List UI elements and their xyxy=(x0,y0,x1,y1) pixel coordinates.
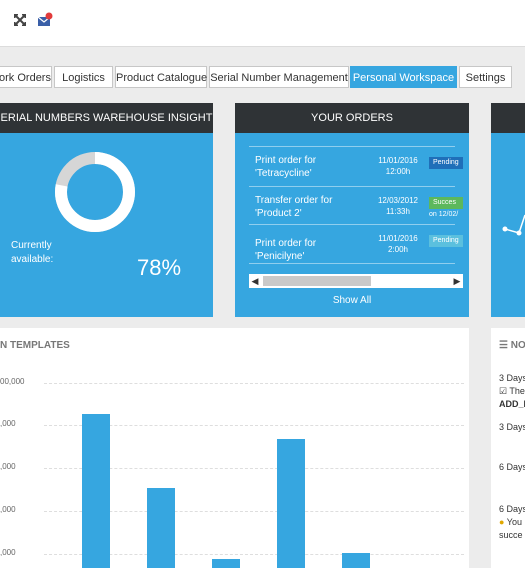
gridline xyxy=(44,511,464,512)
order-date-time: 2:00h xyxy=(387,245,409,254)
envelope-alert-icon[interactable] xyxy=(37,12,53,28)
line-chart-fragment xyxy=(502,214,525,236)
order-title: Transfer order for 'Product 2' xyxy=(255,195,333,219)
order-date-time: 11:33h xyxy=(386,207,410,216)
notification-line: You xyxy=(506,517,522,527)
warehouse-insight-panel: ERIAL NUMBERS WAREHOUSE INSIGHT Currentl… xyxy=(0,103,213,317)
chart-bar xyxy=(82,414,110,568)
notification-line: The xyxy=(509,386,525,396)
tab-settings[interactable]: Settings xyxy=(459,66,512,88)
y-tick-label: ,000 xyxy=(0,462,16,471)
status-note: on 12/02/ xyxy=(429,211,459,218)
templates-chart-card: N TEMPLATES 00,000 ,000 ,000 ,000 ,000 xyxy=(0,328,469,568)
order-title: Print order for 'Penicilyne' xyxy=(255,238,317,262)
status-badge: Pending xyxy=(429,157,463,169)
order-date: 11/01/2016 12:00h xyxy=(373,155,423,177)
top-toolbar xyxy=(0,0,525,47)
show-all-link[interactable]: Show All xyxy=(332,295,372,306)
chart-bar xyxy=(212,558,240,568)
card-title: N TEMPLATES xyxy=(0,340,70,351)
notification-time: 6 Days xyxy=(499,462,525,472)
scroll-left-icon[interactable]: ◀ xyxy=(251,276,259,286)
notification-text: ☑ The xyxy=(499,386,525,396)
panel-title: YOUR ORDERS xyxy=(235,103,469,133)
chart-bar xyxy=(147,487,175,568)
chart-bar xyxy=(277,438,305,568)
notification-text: succe xyxy=(499,530,523,540)
order-date-time: 12:00h xyxy=(385,167,411,176)
notification-text: ● You xyxy=(499,517,522,527)
tab-product-catalogue[interactable]: Product Catalogue xyxy=(115,66,207,88)
notification-time: 3 Days xyxy=(499,422,525,432)
order-date-day: 11/01/2016 xyxy=(378,234,418,243)
expand-arrows-icon[interactable] xyxy=(12,12,28,28)
chart-bar xyxy=(342,552,370,568)
panel-title: ERIAL NUMBERS WAREHOUSE INSIGHT xyxy=(0,103,213,133)
notifications-title: NO xyxy=(510,340,525,351)
y-tick-label: ,000 xyxy=(0,419,16,428)
orders-scrollbar[interactable]: ◀ ▶ xyxy=(249,274,463,288)
tab-personal-workspace[interactable]: Personal Workspace xyxy=(350,66,457,88)
available-label-2: available: xyxy=(11,254,54,265)
tab-work-orders[interactable]: ork Orders xyxy=(0,66,52,88)
notification-time: 3 Days xyxy=(499,373,525,383)
y-tick-label: ,000 xyxy=(0,505,16,514)
notifications-card: ☰ NO 3 Days ☑ The ADD_I 3 Days 6 Days 6 … xyxy=(491,328,525,568)
order-date: 12/03/2012 11:33h xyxy=(373,195,423,217)
gridline xyxy=(44,468,464,469)
order-title: Print order for 'Tetracycline' xyxy=(255,155,317,179)
notification-time: 6 Days xyxy=(499,504,525,514)
available-percent: 78% xyxy=(137,255,182,280)
scroll-right-icon[interactable]: ▶ xyxy=(453,276,461,286)
order-row[interactable]: Transfer order for 'Product 2' 12/03/201… xyxy=(249,186,463,225)
gridline xyxy=(44,554,464,555)
order-row[interactable]: Print order for 'Penicilyne' 11/01/2016 … xyxy=(249,224,463,264)
order-date: 11/01/2016 2:00h xyxy=(373,233,423,255)
status-badge: Succes xyxy=(429,197,463,209)
notification-code: ADD_I xyxy=(499,399,525,409)
order-date-day: 11/01/2016 xyxy=(378,156,418,165)
y-tick-label: 00,000 xyxy=(0,377,25,386)
tab-logistics[interactable]: Logistics xyxy=(54,66,113,88)
available-label-1: Currently xyxy=(11,240,52,251)
availability-donut xyxy=(55,152,135,232)
third-panel xyxy=(491,103,525,317)
panel-title xyxy=(491,103,525,133)
order-date-day: 12/03/2012 xyxy=(377,196,419,205)
scroll-thumb[interactable] xyxy=(263,276,371,286)
status-badge: Pending xyxy=(429,235,463,247)
order-row[interactable]: Print order for 'Tetracycline' 11/01/201… xyxy=(249,146,463,185)
gridline xyxy=(44,383,464,384)
y-tick-label: ,000 xyxy=(0,548,16,557)
donut-fill xyxy=(55,152,135,232)
card-title: ☰ NO xyxy=(499,340,525,351)
warning-icon: ● xyxy=(499,517,505,527)
tab-serial-number-management[interactable]: Serial Number Management xyxy=(209,66,349,88)
gridline xyxy=(44,425,464,426)
your-orders-panel: YOUR ORDERS Print order for 'Tetracyclin… xyxy=(235,103,469,317)
